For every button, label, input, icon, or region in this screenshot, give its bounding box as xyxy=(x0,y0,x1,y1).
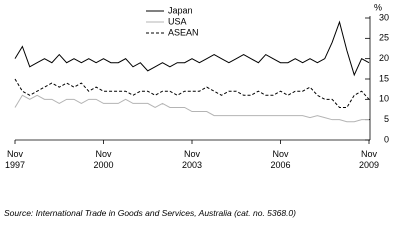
legend-label: Japan xyxy=(168,5,193,15)
y-tick-label: 10 xyxy=(379,94,389,104)
legend-label: ASEAN xyxy=(168,27,199,37)
chart-page: % 0 5 10 15 20 25 30 Japan USA ASEAN Source: Inte… xyxy=(4,2,389,218)
y-tick-label: 20 xyxy=(379,53,389,63)
source-note: Source: International Trade in Goods and… xyxy=(4,208,296,218)
y-tick-label: 5 xyxy=(384,114,389,124)
y-tick-label: 15 xyxy=(379,73,389,83)
x-tick-label: Nov 2009 xyxy=(358,149,380,170)
x-tick-label: Nov 1997 xyxy=(4,149,26,170)
series-line xyxy=(14,20,370,77)
x-tick-label: Nov 2003 xyxy=(181,149,203,170)
series-line xyxy=(14,94,369,123)
x-tick-label: Nov 2006 xyxy=(270,149,291,170)
legend-label: USA xyxy=(168,16,187,26)
y-unit: % xyxy=(374,2,382,12)
y-tick-label: 30 xyxy=(379,12,389,22)
x-tick-label: Nov 2000 xyxy=(93,149,114,170)
y-tick-label: 25 xyxy=(379,33,389,43)
y-tick-label: 0 xyxy=(384,134,389,144)
series-line xyxy=(14,78,370,108)
